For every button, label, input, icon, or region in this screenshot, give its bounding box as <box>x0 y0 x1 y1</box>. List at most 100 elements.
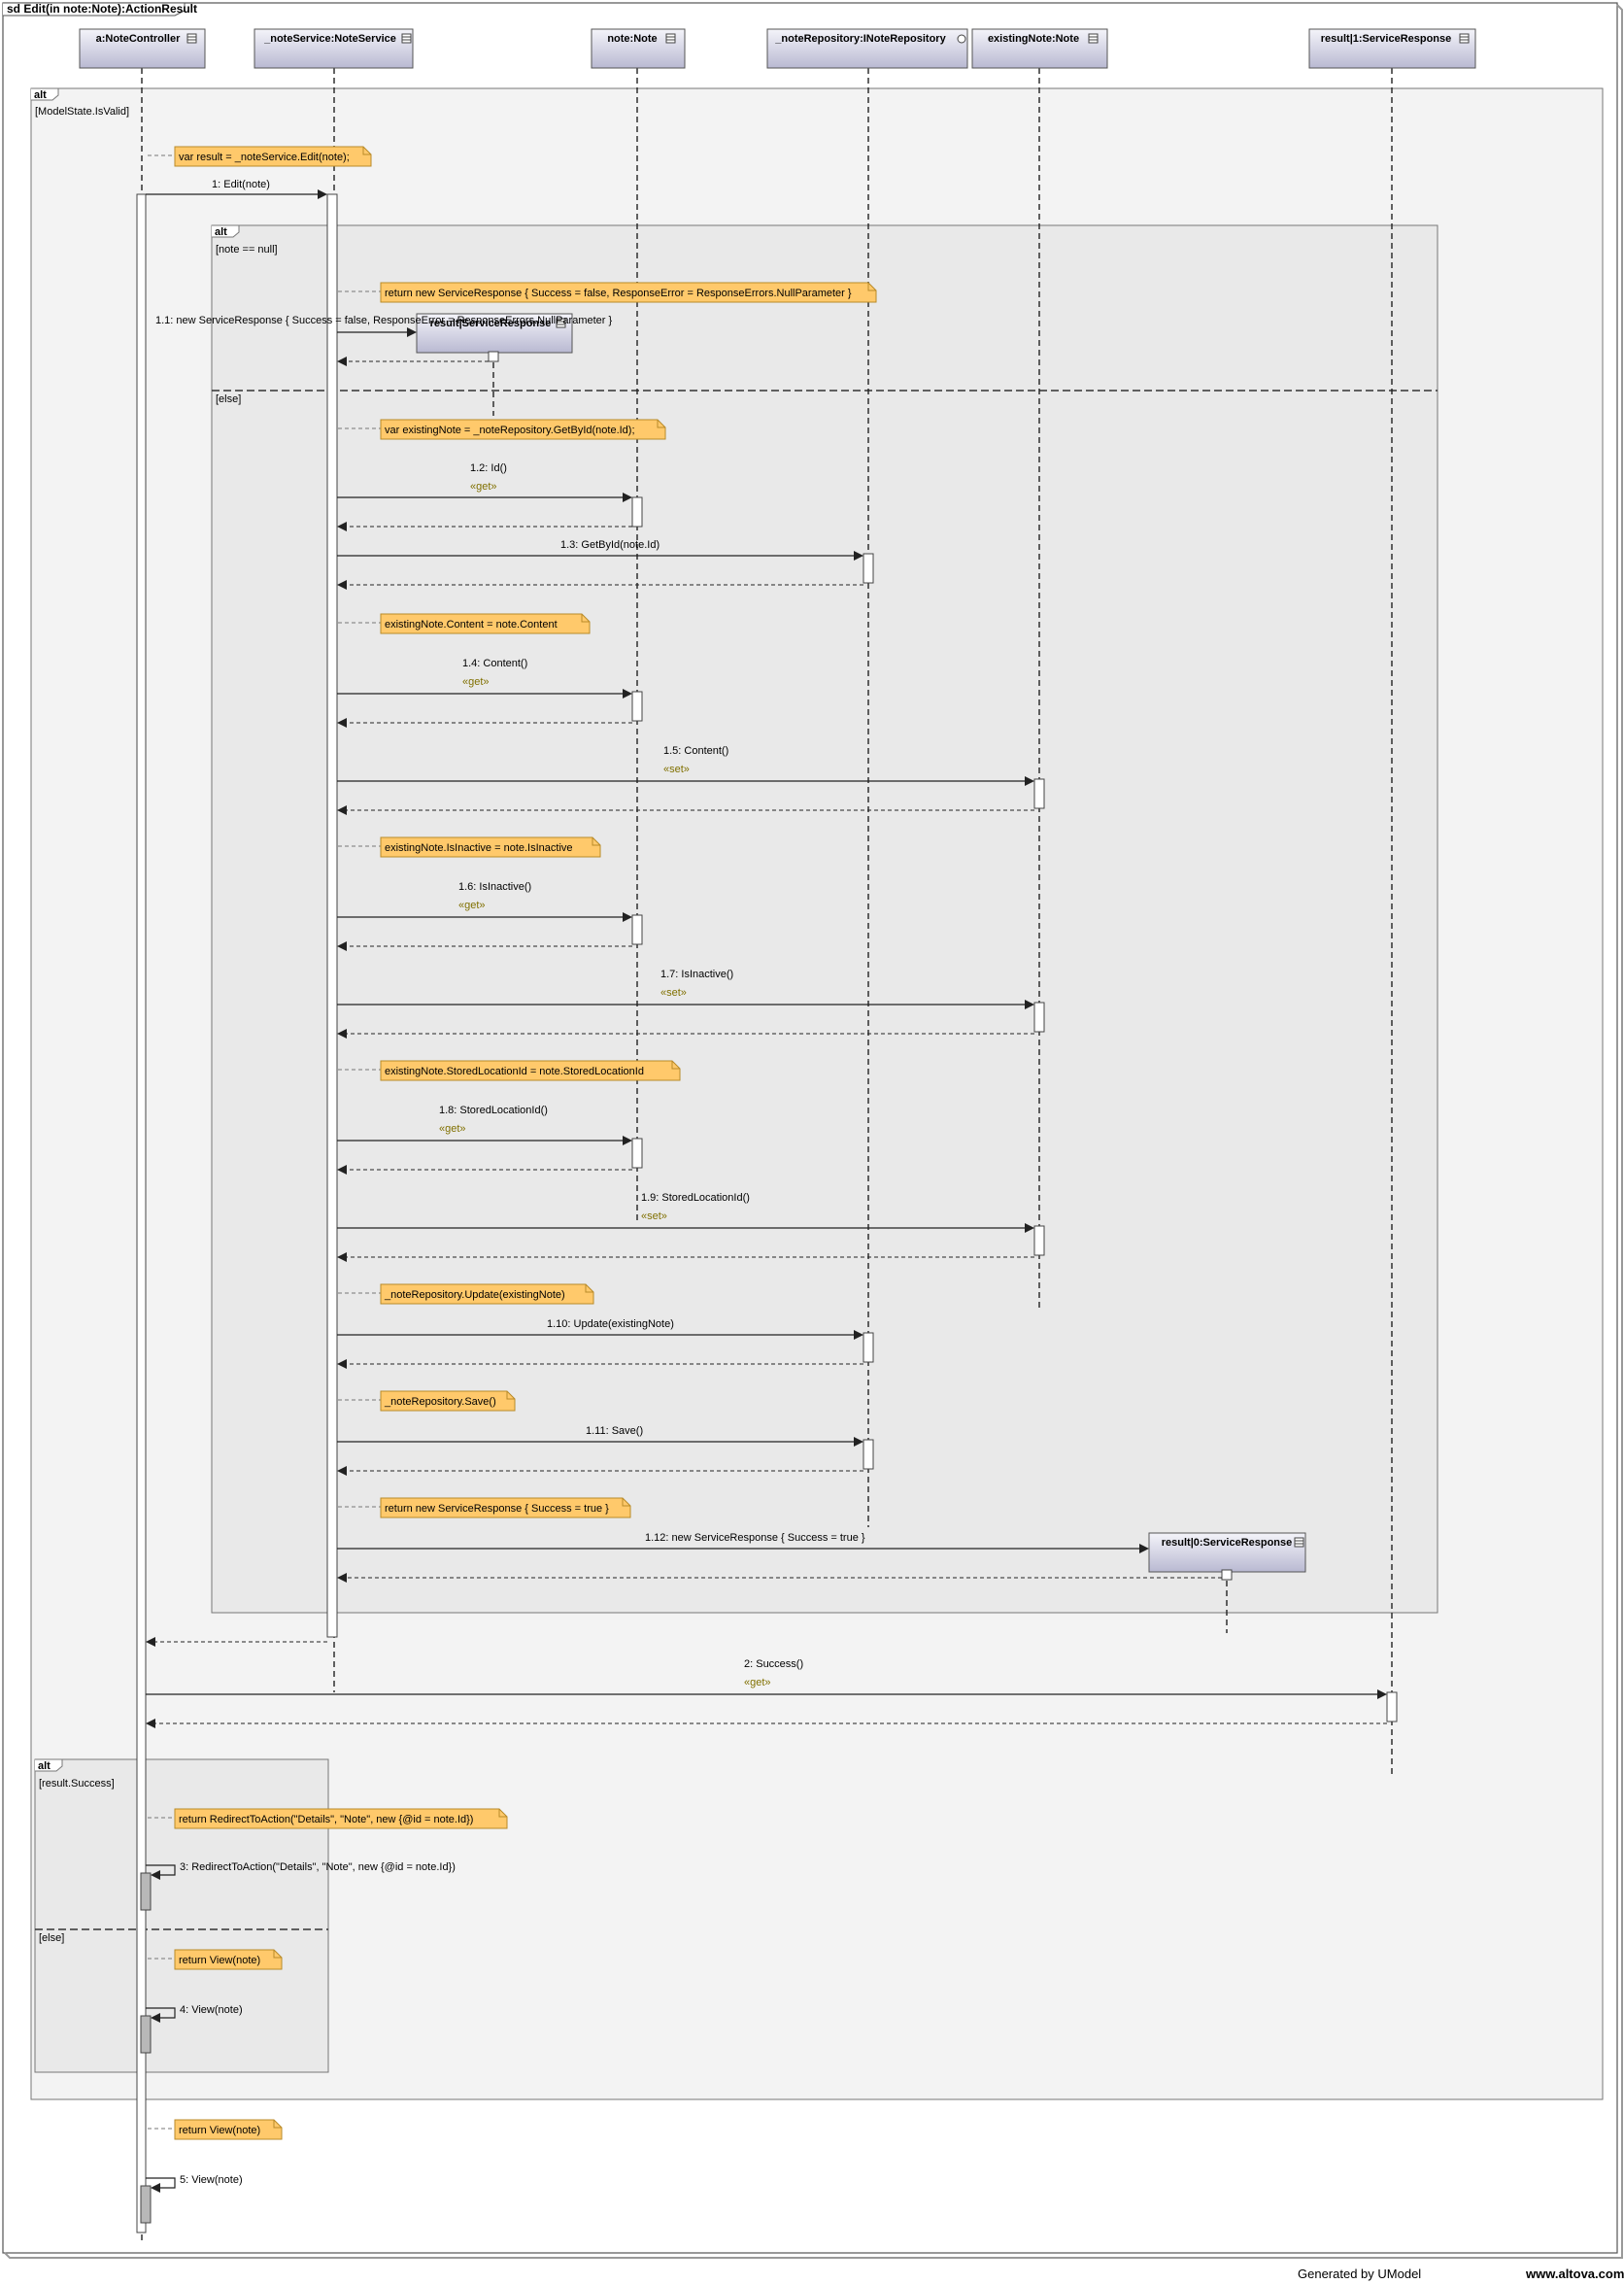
created-object-result-null[interactable]: result|ServiceResponse <box>416 313 573 354</box>
message-label: 1.8: StoredLocationId() <box>439 1105 548 1116</box>
message-label: 1.1: new ServiceResponse { Success = fal… <box>155 315 612 326</box>
message-label: 1.9: StoredLocationId() <box>641 1192 750 1204</box>
activation-result-0 <box>1221 1569 1233 1581</box>
return-m1-4[interactable] <box>337 718 632 728</box>
return-m1-12[interactable] <box>337 1573 1222 1583</box>
message-m1-9[interactable]: 1.9: StoredLocationId() «set» <box>337 1192 1034 1233</box>
message-m5[interactable]: 5: View(note) <box>146 2174 243 2193</box>
lifeline-head-existing-note[interactable]: existingNote:Note <box>971 28 1108 69</box>
fragment-alt-result: alt [result.Success] [else] <box>34 1758 329 2073</box>
fragment-alt-outer-label: alt <box>34 89 47 101</box>
activation-note-1-6 <box>631 914 643 945</box>
message-stereotype: «get» <box>439 1123 466 1135</box>
class-icon <box>665 33 676 44</box>
svg-text:return RedirectToAction("Detai: return RedirectToAction("Details", "Note… <box>179 1814 473 1825</box>
message-m1-3[interactable]: 1.3: GetById(note.Id) <box>337 539 863 561</box>
fragment-alt-inner-label: alt <box>215 226 227 238</box>
message-m1-4[interactable]: 1.4: Content() «get» <box>337 658 632 699</box>
created-object-result-0[interactable]: result|0:ServiceResponse <box>1148 1532 1306 1573</box>
message-label: 2: Success() <box>744 1658 803 1670</box>
svg-text:var result = _noteService.Edit: var result = _noteService.Edit(note); <box>179 152 350 163</box>
note-stored-location: existingNote.StoredLocationId = note.Sto… <box>380 1060 681 1081</box>
lifeline-label-controller: a:NoteController <box>96 33 182 45</box>
message-m1[interactable]: 1: Edit(note) <box>146 179 327 199</box>
return-m2[interactable] <box>146 1719 1387 1728</box>
frame-title: sd Edit(in note:Note):ActionResult <box>7 2 197 16</box>
return-m1-6[interactable] <box>337 941 632 951</box>
note-is-inactive: existingNote.IsInactive = note.IsInactiv… <box>380 836 601 858</box>
activation-result-1 <box>1386 1691 1398 1722</box>
lifeline-head-note-service[interactable]: _noteService:NoteService <box>254 28 414 69</box>
message-m3[interactable]: 3: RedirectToAction("Details", "Note", n… <box>146 1861 456 1880</box>
return-m1-8[interactable] <box>337 1165 632 1175</box>
return-m1-11[interactable] <box>337 1466 863 1476</box>
lifeline-head-result-1[interactable]: result|1:ServiceResponse <box>1308 28 1476 69</box>
message-m1-7[interactable]: 1.7: IsInactive() «set» <box>337 969 1034 1009</box>
return-m1[interactable] <box>146 1637 327 1647</box>
activation-note-1-2 <box>631 496 643 528</box>
footer-generated: Generated by UModel <box>1298 2267 1422 2281</box>
guard-else-inner: [else] <box>216 393 241 405</box>
lifeline-heads: a:NoteController _noteService:NoteServic… <box>79 28 1476 1573</box>
footer-site: www.altova.com <box>1526 2267 1624 2281</box>
guard-result-success: [result.Success] <box>39 1778 115 1790</box>
note-return-view-final: return View(note) <box>174 2119 283 2140</box>
svg-text:_noteRepository.Update(existin: _noteRepository.Update(existingNote) <box>384 1289 565 1301</box>
messages: 1: Edit(note) 1.1: new ServiceResponse { … <box>146 179 1387 2193</box>
message-m1-1[interactable]: 1.1: new ServiceResponse { Success = fal… <box>155 315 612 337</box>
note-return-success: return new ServiceResponse { Success = t… <box>380 1497 631 1518</box>
message-label: 1: Edit(note) <box>212 179 270 190</box>
svg-text:_noteRepository.Save(): _noteRepository.Save() <box>384 1396 496 1408</box>
return-m1-7[interactable] <box>337 1029 1034 1039</box>
created-object-label-result-0: result|0:ServiceResponse <box>1162 1537 1293 1549</box>
activation-note-1-4 <box>631 691 643 722</box>
message-m1-11[interactable]: 1.11: Save() <box>337 1425 863 1447</box>
message-m4[interactable]: 4: View(note) <box>146 2004 243 2023</box>
guard-else-result: [else] <box>39 1932 64 1944</box>
activation-bars <box>136 193 1398 2233</box>
message-m1-10[interactable]: 1.10: Update(existingNote) <box>337 1318 863 1340</box>
fragment-alt-inner: alt [note == null] [else] <box>211 224 1438 1614</box>
return-m1-9[interactable] <box>337 1252 1034 1262</box>
message-m1-8[interactable]: 1.8: StoredLocationId() «get» <box>337 1105 632 1145</box>
message-label: 1.2: Id() <box>470 462 507 474</box>
notes: var result = _noteService.Edit(note); re… <box>174 146 877 2140</box>
return-m1-1[interactable] <box>337 357 489 366</box>
created-object-label-result-null: result|ServiceResponse <box>430 318 552 329</box>
svg-text:return View(note): return View(note) <box>179 1955 260 1966</box>
activation-self-3 <box>140 1872 152 1911</box>
svg-text:existingNote.IsInactive = note: existingNote.IsInactive = note.IsInactiv… <box>385 842 573 854</box>
message-label: 3: RedirectToAction("Details", "Note", n… <box>180 1861 456 1873</box>
message-m1-6[interactable]: 1.6: IsInactive() «get» <box>337 881 632 922</box>
lifeline-head-controller[interactable]: a:NoteController <box>79 28 206 69</box>
svg-text:return View(note): return View(note) <box>179 2125 260 2136</box>
message-stereotype: «get» <box>462 676 490 688</box>
activation-note-1-8 <box>631 1138 643 1169</box>
lifeline-head-note-repository[interactable]: _noteRepository:INoteRepository <box>766 28 968 69</box>
guard-note-null: [note == null] <box>216 244 278 256</box>
message-m1-5[interactable]: 1.5: Content() «set» <box>337 745 1034 786</box>
note-update: _noteRepository.Update(existingNote) <box>380 1283 594 1305</box>
return-m1-10[interactable] <box>337 1359 863 1369</box>
return-m1-5[interactable] <box>337 805 1034 815</box>
activation-self-4 <box>140 2015 152 2054</box>
message-label: 1.3: GetById(note.Id) <box>560 539 660 551</box>
note-content: existingNote.Content = note.Content <box>380 613 591 634</box>
message-stereotype: «set» <box>663 764 690 775</box>
message-m1-12[interactable]: 1.12: new ServiceResponse { Success = tr… <box>337 1532 1149 1553</box>
message-stereotype: «get» <box>458 900 486 911</box>
message-m2[interactable]: 2: Success() «get» <box>146 1658 1387 1699</box>
class-icon <box>556 318 566 328</box>
message-m1-2[interactable]: 1.2: Id() «get» <box>337 462 632 502</box>
lifeline-head-note[interactable]: note:Note <box>591 28 686 69</box>
message-label: 1.7: IsInactive() <box>660 969 733 980</box>
svg-text:var existingNote = _noteReposi: var existingNote = _noteRepository.GetBy… <box>385 425 635 436</box>
activation-note-service <box>326 193 338 1638</box>
class-icon <box>1088 33 1099 44</box>
message-label: 1.4: Content() <box>462 658 527 669</box>
lifeline-label-result-1: result|1:ServiceResponse <box>1321 33 1452 45</box>
return-m1-2[interactable] <box>337 522 632 531</box>
activation-existing-1-7 <box>1033 1002 1045 1033</box>
return-m1-3[interactable] <box>337 580 863 590</box>
